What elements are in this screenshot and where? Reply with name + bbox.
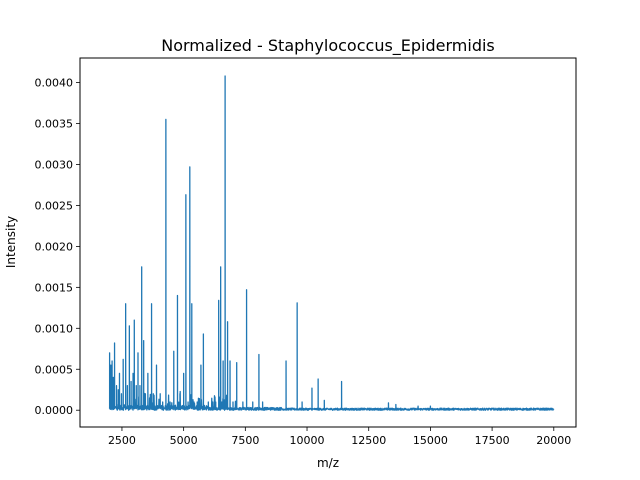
series-line [108, 75, 555, 411]
y-tick-label: 0.0010 [35, 322, 74, 335]
x-tick-label: 12500 [351, 434, 386, 447]
y-tick-label: 0.0015 [35, 281, 74, 294]
x-tick-label: 20000 [536, 434, 571, 447]
x-axis: 2500 5000 7500 10000 12500 15000 17500 20000 [108, 427, 571, 447]
x-tick-label: 2500 [108, 434, 136, 447]
plot-area [108, 75, 555, 411]
y-tick-label: 0.0040 [35, 77, 74, 90]
x-axis-label: m/z [317, 456, 339, 470]
y-axis-label: Intensity [4, 216, 18, 268]
y-tick-label: 0.0005 [35, 363, 74, 376]
y-axis: 0.0000 0.0005 0.0010 0.0015 0.0020 0.0025 0.00… [35, 77, 80, 417]
x-tick-label: 5000 [170, 434, 198, 447]
x-tick-label: 7500 [231, 434, 259, 447]
y-tick-label: 0.0030 [35, 158, 74, 171]
chart-title: Normalized - Staphylococcus_Epidermidis [161, 36, 495, 56]
y-tick-label: 0.0000 [35, 404, 74, 417]
y-tick-label: 0.0025 [35, 199, 74, 212]
x-tick-label: 15000 [413, 434, 448, 447]
y-tick-label: 0.0020 [35, 240, 74, 253]
x-tick-label: 17500 [475, 434, 510, 447]
y-tick-label: 0.0035 [35, 118, 74, 131]
x-tick-label: 10000 [290, 434, 325, 447]
plot-frame [79, 57, 577, 428]
